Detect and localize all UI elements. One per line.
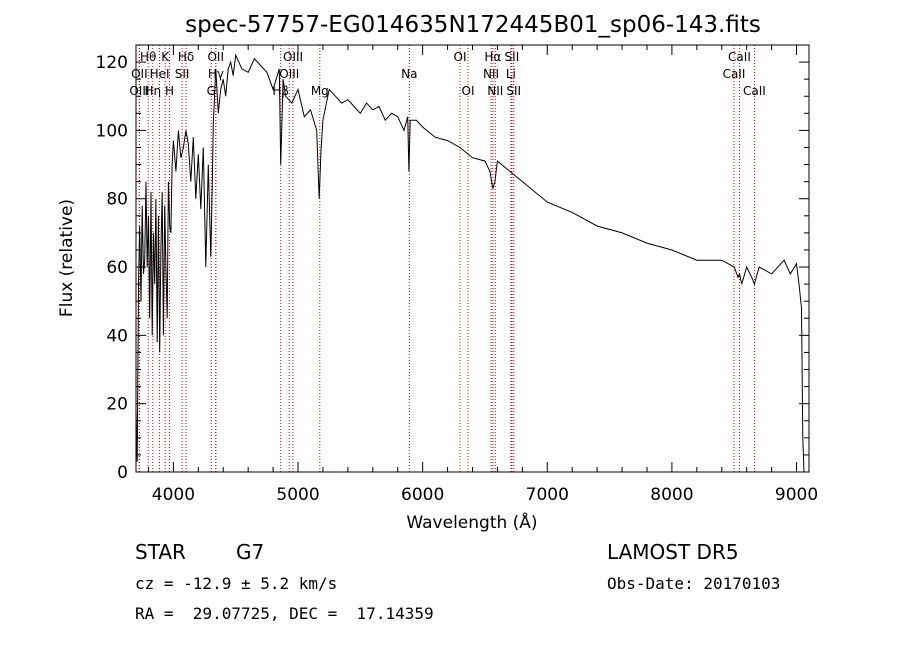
y-tick-label: 20 (106, 395, 128, 415)
spectral-line-label: CaII (728, 50, 751, 64)
y-tick-label: 100 (96, 121, 128, 141)
y-tick-label: 120 (96, 53, 128, 73)
chart-title: spec-57757-EG014635N172445B01_sp06-143.f… (185, 12, 761, 38)
x-tick-label: 8000 (650, 485, 693, 505)
spectral-line-label: Li (506, 67, 516, 81)
spectral-line-label: Hδ (178, 50, 194, 64)
spectral-line-label: Hβ (272, 84, 289, 98)
spectrum-line (135, 53, 805, 473)
x-tick-label: 9000 (775, 485, 818, 505)
object-class: STAR (135, 540, 186, 564)
spectral-line-label: Hα (484, 50, 501, 64)
spectral-line-label: Hη (145, 84, 162, 98)
spectral-line-label: OI (454, 50, 467, 64)
x-tick-label: 4000 (152, 485, 195, 505)
spectral-line-label: OIII (129, 84, 149, 98)
spectral-line-label: SII (505, 50, 520, 64)
object-subclass: G7 (236, 540, 265, 564)
observation-date: Obs-Date: 20170103 (607, 574, 781, 593)
coordinates: RA = 29.07725, DEC = 17.14359 (135, 604, 434, 623)
spectral-line-markers (138, 45, 755, 472)
spectral-line-label: SII (175, 67, 190, 81)
spectral-line-label: NII (487, 84, 503, 98)
x-tick-label: 5000 (276, 485, 319, 505)
y-tick-label: 80 (106, 190, 128, 210)
spectral-line-label: OII (131, 67, 148, 81)
spectral-line-label: G (207, 84, 216, 98)
spectral-line-label: H (165, 84, 174, 98)
spectral-line-label: OIII (283, 50, 303, 64)
y-tick-label: 0 (117, 463, 128, 483)
spectral-line-label: OIII (279, 67, 299, 81)
spectral-line-label: CaII (723, 67, 746, 81)
y-axis-label: Flux (relative) (57, 199, 77, 317)
y-axis-ticks: 0 20 40 60 80 100 120 (96, 44, 809, 483)
redshift-velocity: cz = -12.9 ± 5.2 km/s (135, 574, 338, 593)
spectral-line-label: OI (462, 84, 475, 98)
spectral-line-label: SII (506, 84, 521, 98)
plot-frame (135, 44, 810, 473)
y-tick-label: 40 (106, 326, 128, 346)
spectral-line-label: OII (207, 50, 224, 64)
spectral-line-label: CaII (743, 84, 766, 98)
spectral-line-label: K (161, 50, 170, 64)
spectral-line-label: NII (483, 67, 499, 81)
survey-name: LAMOST DR5 (607, 540, 739, 564)
x-tick-label: 6000 (401, 485, 444, 505)
spectral-line-label: Mg (311, 84, 329, 98)
x-axis-label: Wavelength (Å) (406, 511, 537, 533)
spectral-line-label: Hθ (140, 50, 156, 64)
x-axis-ticks: 4000 5000 6000 7000 8000 9000 (147, 45, 818, 505)
spectral-line-label: Na (401, 67, 417, 81)
y-tick-label: 60 (106, 258, 128, 278)
spectral-line-label: HeI (150, 67, 170, 81)
x-tick-label: 7000 (526, 485, 569, 505)
